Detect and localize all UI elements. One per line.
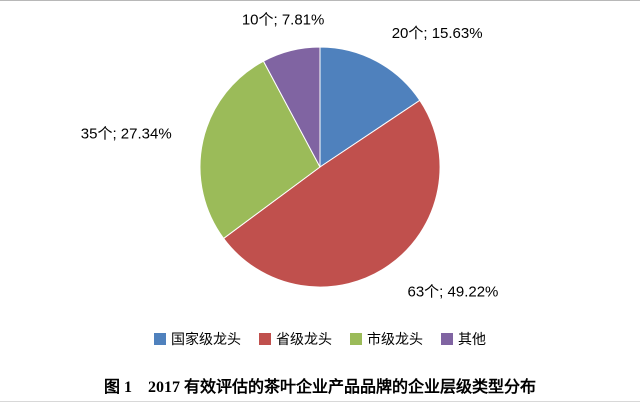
pie-data-label-3: 10个; 7.81% [242,12,325,29]
legend-label: 市级龙头 [367,331,423,347]
pie-data-label-1: 63个; 49.22% [408,283,499,300]
legend-item-1: 省级龙头 [259,329,332,349]
pie-slice-3 [262,46,321,168]
figure-caption: 图 1 2017 有效评估的茶叶企业产品品牌的企业层级类型分布 [103,379,536,396]
legend-item-3: 其他 [441,329,486,349]
legend-item-2: 市级龙头 [350,329,423,349]
legend-item-0: 国家级龙头 [154,329,241,349]
legend-label: 省级龙头 [276,331,332,347]
legend-label: 国家级龙头 [171,331,241,347]
pie-chart: 20个; 15.63% 63个; 49.22% 35个; 27.34% 10个; 7.… [81,12,499,301]
pie-slice-0 [319,46,421,168]
pie-data-label-0: 20个; 15.63% [392,25,483,42]
pie-slice-1 [222,99,441,288]
legend-swatch-icon [259,333,271,345]
pie-slice-2 [199,60,321,240]
legend-swatch-icon [350,333,362,345]
legend-label: 其他 [458,331,486,347]
legend-swatch-icon [154,333,166,345]
legend-swatch-icon [441,333,453,345]
chart-legend: 国家级龙头 省级龙头 市级龙头 其他 [0,329,640,349]
pie-data-label-2: 35个; 27.34% [81,126,172,143]
